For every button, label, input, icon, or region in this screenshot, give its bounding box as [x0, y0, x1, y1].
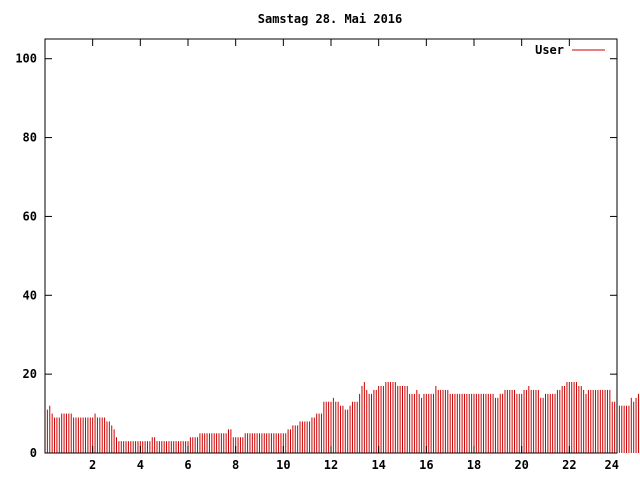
y-tick-label: 60	[23, 209, 37, 223]
x-tick-label: 12	[324, 458, 338, 472]
x-tick-label: 10	[276, 458, 290, 472]
y-tick-label: 0	[30, 446, 37, 460]
y-tick-label: 80	[23, 131, 37, 145]
chart-title: Samstag 28. Mai 2016	[258, 12, 403, 26]
data-bars	[44, 382, 639, 453]
x-tick-label: 2	[89, 458, 96, 472]
x-tick-label: 14	[371, 458, 385, 472]
x-tick-label: 20	[514, 458, 528, 472]
y-tick-label: 20	[23, 367, 37, 381]
y-tick-label: 100	[15, 52, 37, 66]
x-tick-label: 8	[232, 458, 239, 472]
x-tick-label: 4	[137, 458, 144, 472]
y-tick-label: 40	[23, 288, 37, 302]
x-tick-label: 18	[467, 458, 481, 472]
x-tick-label: 22	[562, 458, 576, 472]
x-tick-label: 16	[419, 458, 433, 472]
legend-label-user: User	[535, 43, 564, 57]
x-tick-label: 24	[605, 458, 619, 472]
x-tick-label: 6	[184, 458, 191, 472]
legend: User	[535, 43, 605, 57]
